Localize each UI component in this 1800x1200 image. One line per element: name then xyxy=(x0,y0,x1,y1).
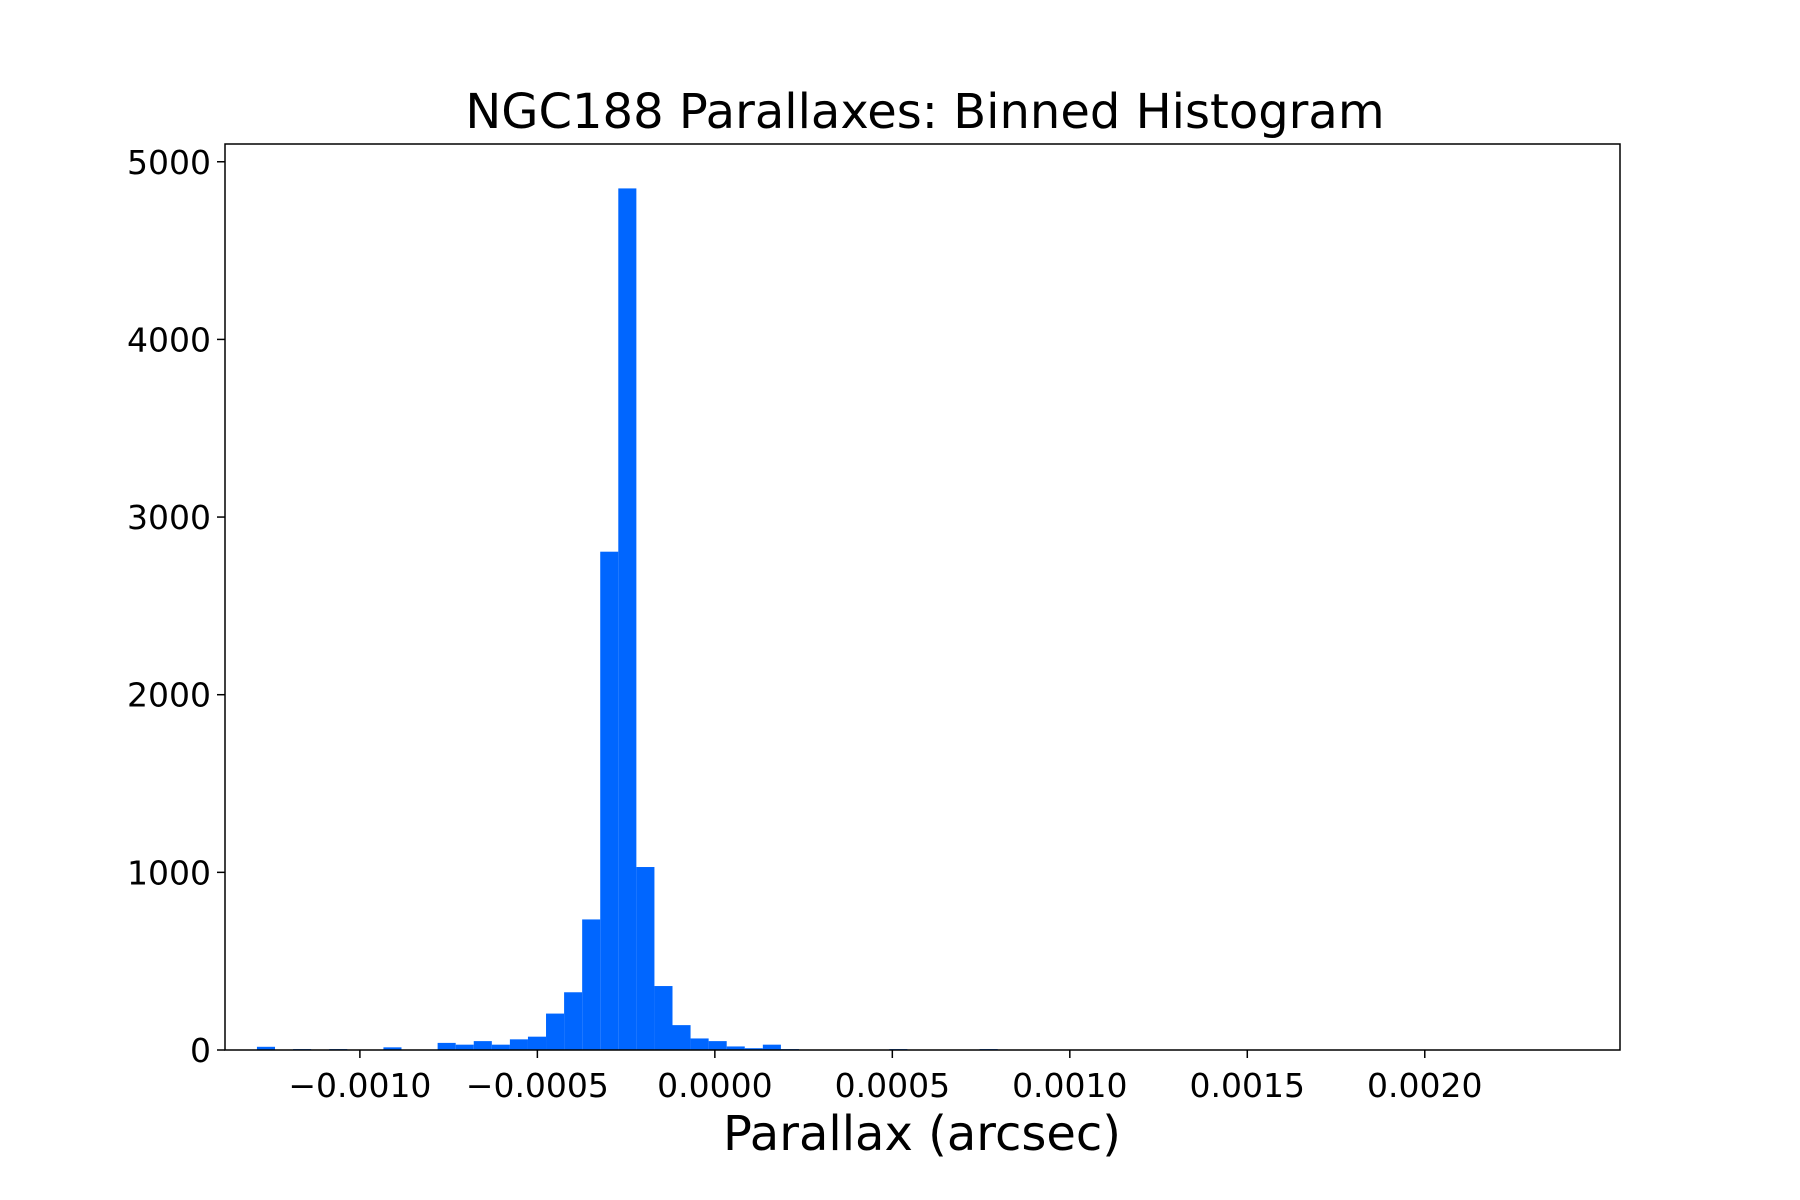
x-tick-label: 0.0010 xyxy=(1012,1066,1127,1105)
x-axis-label: Parallax (arcsec) xyxy=(723,1106,1121,1162)
histogram-bar xyxy=(654,986,673,1050)
plot-frame xyxy=(224,143,1621,1051)
histogram-bar xyxy=(726,1046,745,1050)
histogram-bar xyxy=(437,1042,456,1050)
histogram-bar xyxy=(473,1041,492,1050)
y-tick-label: 3000 xyxy=(127,498,211,537)
x-tick-label: 0.0015 xyxy=(1190,1066,1305,1105)
histogram-bar xyxy=(744,1048,763,1050)
x-tick-label: 0.0020 xyxy=(1367,1066,1482,1105)
histogram-bar xyxy=(636,867,655,1050)
histogram-bar xyxy=(708,1041,727,1050)
x-tick-label: −0.0005 xyxy=(466,1066,609,1105)
y-axis-ticks: 0 1000 2000 3000 4000 5000 xyxy=(127,143,225,1070)
histogram-bars xyxy=(256,188,998,1051)
histogram-bar xyxy=(690,1038,709,1050)
y-tick-label: 0 xyxy=(190,1031,211,1070)
x-tick-label: 0.0000 xyxy=(657,1066,772,1105)
histogram-bar xyxy=(491,1044,510,1050)
histogram-bar xyxy=(582,919,601,1050)
histogram-bar xyxy=(527,1036,547,1050)
histogram-bar xyxy=(256,1046,276,1050)
x-tick-label: −0.0010 xyxy=(288,1066,431,1105)
y-tick-label: 1000 xyxy=(127,853,211,892)
y-tick-label: 2000 xyxy=(127,676,211,715)
histogram-bar xyxy=(564,992,583,1050)
histogram-bar xyxy=(546,1013,565,1050)
histogram-bar xyxy=(383,1047,402,1050)
y-tick-label: 4000 xyxy=(127,320,211,359)
histogram-bar xyxy=(509,1039,528,1050)
y-tick-label: 5000 xyxy=(127,143,211,182)
histogram-bar xyxy=(600,551,619,1050)
histogram-bar xyxy=(455,1044,474,1050)
x-axis-ticks: −0.0010 −0.0005 0.0000 0.0005 0.0010 0.0015 0.… xyxy=(288,1050,1483,1105)
chart-title: NGC188 Parallaxes: Binned Histogram xyxy=(465,84,1384,140)
histogram-bar xyxy=(762,1044,781,1050)
x-tick-label: 0.0005 xyxy=(835,1066,950,1105)
histogram-bar xyxy=(672,1025,691,1050)
histogram-bar xyxy=(618,188,637,1051)
